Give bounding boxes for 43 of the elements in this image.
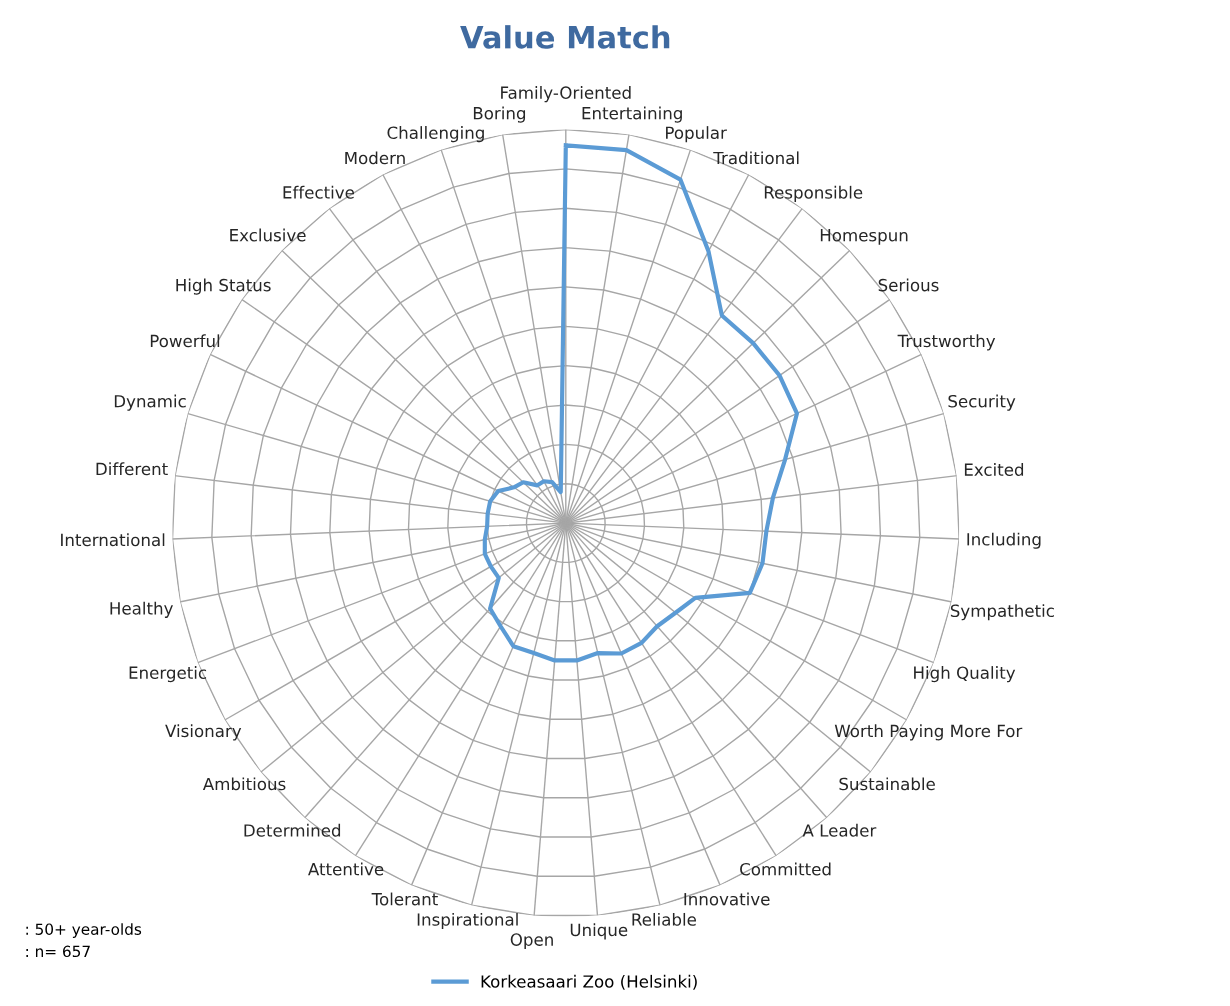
spoke-label: Boring [473,106,526,123]
spoke-label: Serious [878,278,939,292]
spoke-label: Inspirational [417,912,518,930]
spoke-label: Visionary [165,724,242,741]
spoke-label: Ambitious [202,777,286,791]
spoke-label: Healthy [110,601,173,618]
spoke-label: Reliable [632,912,696,926]
spoke-label: A Leader [802,823,877,837]
spoke-label: Exclusive [230,228,306,242]
spoke-label: Unique [570,923,628,940]
chart-title: Value Match [460,25,670,49]
spoke-label: Responsible [764,185,863,202]
spoke-label: Powerful [150,334,220,348]
spoke-label: Family-Oriented [501,86,631,103]
spoke-label: Open [510,933,553,950]
spoke-label: High Quality [914,666,1016,683]
spoke-label: Entertaining [582,106,682,123]
spoke-label: Dynamic [114,394,186,411]
spoke-label: Excited [964,463,1024,476]
spoke-label: Homespun [820,229,908,245]
spoke-label: Worth Paying More For [834,724,1023,741]
spoke-label: Sympathetic [950,604,1054,621]
spoke-label: Different [96,462,168,476]
spoke-label: Energetic [129,666,207,683]
text: : 50+ year-olds [26,923,142,938]
spoke-label: Traditional [713,151,799,165]
spoke-label: Committed [740,862,831,876]
spoke-label: Popular [666,126,727,143]
spoke-label: Sustainable [839,777,935,791]
spoke-label: Determined [244,823,341,837]
spoke-label: Innovative [684,892,770,906]
legend-label: Korkeasaari Zoo (Helsinki) [481,974,697,990]
spoke-label: Including [967,532,1041,549]
spoke-label: Attentive [308,862,384,876]
spoke-label: High Status [176,278,271,295]
spoke-label: Tolerant [371,892,438,906]
spoke-label: Modern [345,151,405,165]
spoke-label: Effective [283,185,355,199]
spoke-label: Trustworthy [897,334,996,351]
text: : n= 657 [26,945,90,958]
spoke-label: Challenging [387,126,484,143]
spoke-label: International [61,533,165,547]
spoke-label: Security [948,394,1016,411]
